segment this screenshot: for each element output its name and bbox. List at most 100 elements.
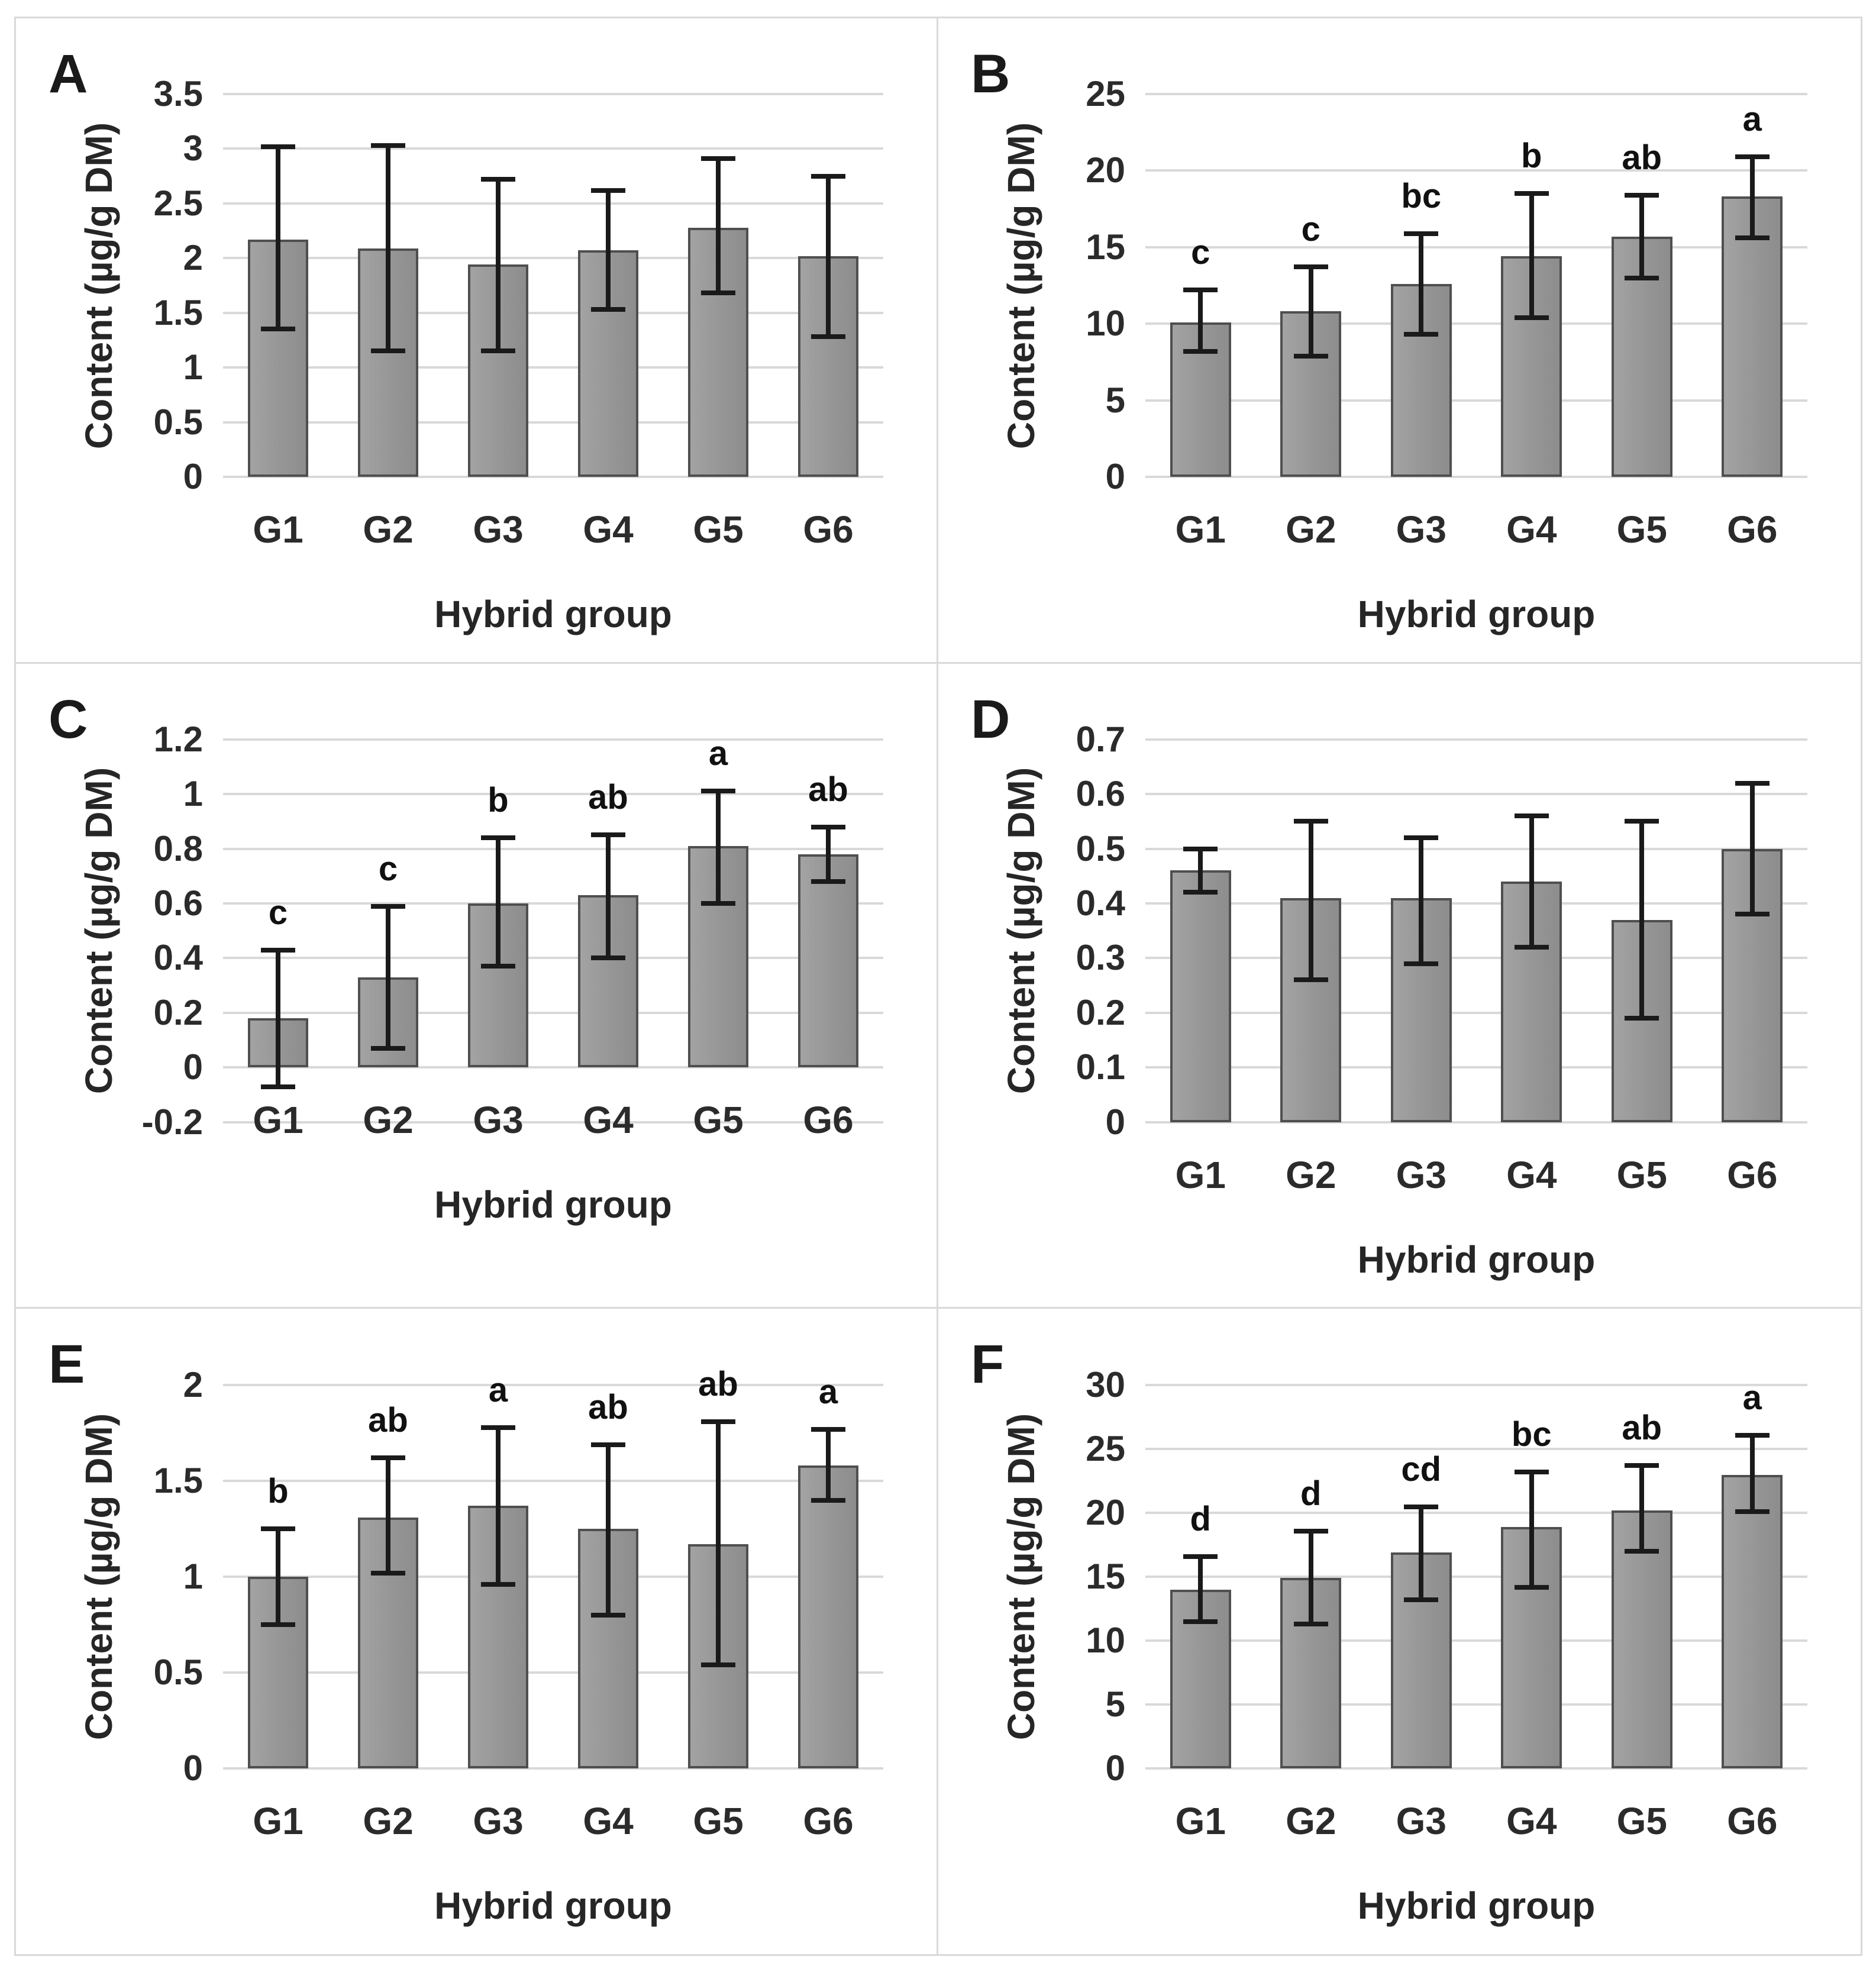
significance-letter: cd — [1401, 1450, 1442, 1489]
x-axis-title: Hybrid group — [1357, 1238, 1596, 1281]
error-bar-line — [1749, 783, 1755, 915]
error-bar-line — [1198, 290, 1203, 351]
bar-G6 — [1722, 196, 1783, 477]
y-tick-label: 2 — [183, 238, 203, 278]
gridline — [223, 1384, 883, 1387]
y-tick-label: 0 — [183, 1047, 203, 1087]
error-bar-cap-top — [1183, 846, 1218, 851]
y-tick-label: 0.5 — [153, 1652, 203, 1693]
y-axis-title: Content (µg/g DM) — [1000, 767, 1042, 1095]
y-tick-label: 25 — [1086, 74, 1125, 114]
error-bar-line — [1529, 193, 1534, 318]
panel-letter-D: D — [971, 689, 1010, 750]
error-bar-cap-top — [1404, 231, 1439, 236]
gridline — [1145, 246, 1807, 248]
bar-G4 — [577, 250, 639, 477]
panel-E: E Content (µg/g DM) Hybrid group 0 0.5 1 1.… — [16, 1309, 938, 1954]
y-tick-label: 0.2 — [1076, 992, 1125, 1032]
y-tick-label: 20 — [1086, 150, 1125, 191]
x-category-label: G5 — [1616, 1153, 1667, 1196]
error-bar-cap-top — [1293, 1528, 1328, 1534]
error-bar-line — [606, 1444, 611, 1616]
gridline — [1145, 1066, 1807, 1069]
y-tick-label: 15 — [1086, 1557, 1125, 1597]
error-bar-cap-top — [1183, 288, 1218, 293]
significance-letter: a — [1742, 1378, 1762, 1417]
error-bar-cap-top — [1183, 1554, 1218, 1559]
error-bar-cap-bottom — [1625, 275, 1659, 280]
error-bar-cap-top — [1735, 780, 1770, 786]
error-bar-line — [826, 1429, 831, 1500]
significance-letter: c — [268, 893, 288, 932]
error-bar-cap-bottom — [701, 900, 735, 906]
error-bar-line — [1419, 838, 1424, 964]
panel-letter-C: C — [49, 689, 88, 750]
error-bar-line — [1639, 195, 1645, 278]
significance-letter: ab — [808, 770, 848, 809]
gridline — [1145, 1384, 1807, 1387]
x-axis-title: Hybrid group — [434, 1884, 672, 1928]
error-bar-cap-top — [1735, 1432, 1770, 1438]
gridline — [1145, 1639, 1807, 1642]
y-tick-label: 1.2 — [153, 719, 203, 759]
error-bar-cap-bottom — [371, 348, 405, 354]
error-bar-cap-bottom — [371, 1570, 405, 1576]
error-bar-cap-top — [811, 173, 845, 179]
error-bar-cap-bottom — [811, 1497, 845, 1503]
error-bar-cap-bottom — [1514, 944, 1549, 950]
x-category-label: G1 — [253, 508, 303, 551]
error-bar-cap-top — [701, 789, 735, 794]
significance-letter: d — [1190, 1499, 1211, 1538]
error-bar-cap-bottom — [1735, 235, 1770, 241]
error-bar-cap-bottom — [811, 879, 845, 884]
error-bar-line — [1198, 848, 1203, 893]
y-axis-title: Content (µg/g DM) — [78, 122, 120, 449]
x-category-label: G3 — [473, 1099, 524, 1142]
x-category-label: G3 — [473, 508, 524, 551]
error-bar-cap-bottom — [591, 1613, 625, 1618]
x-category-label: G3 — [1396, 1800, 1446, 1843]
x-category-label: G6 — [803, 1099, 854, 1142]
significance-letter: a — [488, 1370, 508, 1409]
x-category-label: G2 — [1286, 1153, 1336, 1196]
panel-letter-A: A — [49, 44, 88, 104]
error-bar-line — [716, 159, 721, 293]
x-category-label: G1 — [1175, 1153, 1226, 1196]
significance-letter: bc — [1401, 176, 1442, 215]
gridline — [1145, 847, 1807, 850]
y-tick-label: 0.4 — [1076, 883, 1125, 923]
gridline — [223, 847, 883, 850]
y-tick-label: 5 — [1105, 380, 1125, 420]
gridline — [1145, 169, 1807, 172]
bar-G6 — [1722, 1474, 1783, 1769]
y-tick-label: 1.5 — [153, 292, 203, 332]
x-category-label: G4 — [583, 1099, 634, 1142]
gridline — [1145, 399, 1807, 402]
error-bar-cap-top — [371, 143, 405, 148]
y-tick-label: 2.5 — [153, 183, 203, 223]
significance-letter: bc — [1511, 1415, 1552, 1454]
error-bar-line — [1308, 821, 1313, 980]
error-bar-cap-top — [811, 1426, 845, 1432]
y-tick-label: 1 — [183, 347, 203, 388]
significance-letter: ab — [1622, 1409, 1662, 1448]
gridline — [223, 1671, 883, 1674]
error-bar-cap-top — [481, 835, 515, 841]
y-tick-label: 20 — [1086, 1493, 1125, 1533]
gridline — [223, 1480, 883, 1483]
x-category-label: G2 — [1286, 508, 1336, 551]
figure: A Content (µg/g DM) Hybrid group 0 0.5 1 1.… — [14, 17, 1862, 1956]
x-category-label: G6 — [803, 508, 854, 551]
error-bar-cap-bottom — [1404, 961, 1439, 966]
panel-F: F Content (µg/g DM) Hybrid group 0 5 10 15 2… — [938, 1309, 1861, 1954]
error-bar-cap-top — [1514, 813, 1549, 819]
y-tick-label: -0.2 — [141, 1102, 203, 1142]
x-category-label: G1 — [1175, 1800, 1226, 1843]
significance-letter: ab — [1622, 138, 1662, 177]
gridline — [1145, 1011, 1807, 1014]
x-category-label: G4 — [1506, 1153, 1557, 1196]
panel-letter-E: E — [49, 1334, 85, 1395]
significance-letter: c — [1301, 210, 1320, 249]
error-bar-cap-bottom — [1404, 332, 1439, 337]
x-axis-title: Hybrid group — [1357, 1884, 1596, 1928]
